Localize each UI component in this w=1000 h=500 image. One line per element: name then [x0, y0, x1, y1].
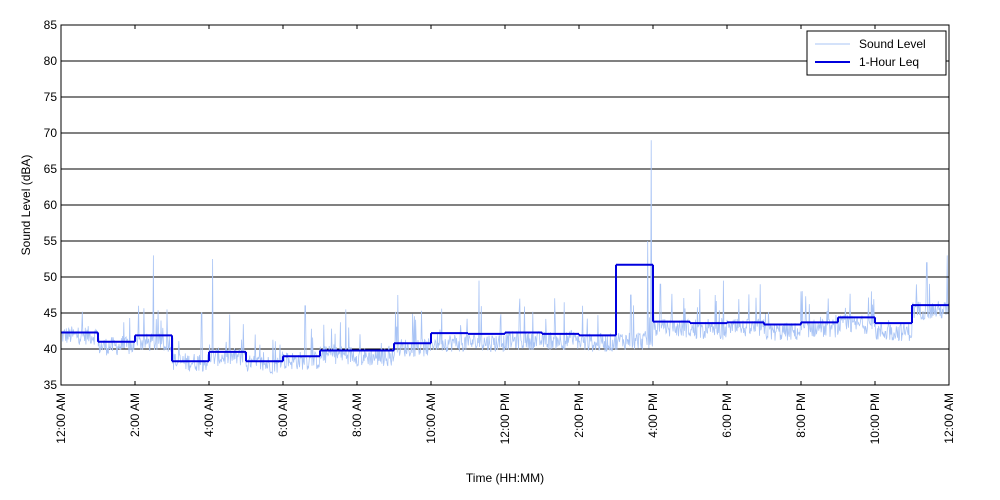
y-tick-label: 70 — [44, 126, 58, 140]
legend-box — [806, 30, 947, 76]
y-tick-label: 40 — [44, 342, 58, 356]
y-tick-label: 50 — [44, 270, 58, 284]
y-axis: 35 40 45 50 55 60 65 70 75 80 85 — [44, 18, 949, 392]
legend-label-leq: 1-Hour Leq — [859, 55, 919, 69]
legend: Sound Level 1-Hour Leq — [806, 30, 947, 76]
x-tick-label: 6:00 AM — [276, 393, 290, 437]
y-tick-label: 65 — [44, 162, 58, 176]
y-tick-label: 55 — [44, 234, 58, 248]
x-tick-label: 4:00 PM — [646, 393, 660, 438]
legend-label-sound-level: Sound Level — [859, 37, 926, 51]
x-tick-label: 2:00 AM — [128, 393, 142, 437]
y-tick-label: 35 — [44, 378, 58, 392]
x-axis-label: Time (HH:MM) — [466, 471, 544, 485]
y-tick-label: 45 — [44, 306, 58, 320]
grid-lines — [61, 60, 949, 350]
x-tick-label: 12:00 PM — [498, 393, 512, 444]
x-tick-label: 6:00 PM — [720, 393, 734, 438]
x-tick-label: 8:00 PM — [794, 393, 808, 438]
x-tick-label: 8:00 AM — [350, 393, 364, 437]
x-tick-label: 10:00 PM — [868, 393, 882, 444]
sound-level-series — [60, 140, 950, 375]
y-tick-label: 75 — [44, 90, 58, 104]
x-tick-label: 12:00 AM — [942, 393, 956, 444]
x-axis: 12:00 AM 2:00 AM 4:00 AM 6:00 AM 8:00 AM 10:0… — [54, 25, 956, 444]
sound-level-line — [60, 140, 950, 375]
x-tick-label: 2:00 PM — [572, 393, 586, 438]
x-tick-label: 10:00 AM — [424, 393, 438, 444]
y-tick-label: 85 — [44, 18, 58, 32]
y-tick-label: 60 — [44, 198, 58, 212]
leq-series — [61, 263, 949, 363]
x-tick-label: 4:00 AM — [202, 393, 216, 437]
x-tick-label: 12:00 AM — [54, 393, 68, 444]
y-tick-label: 80 — [44, 54, 58, 68]
y-axis-label: Sound Level (dBA) — [19, 155, 33, 256]
